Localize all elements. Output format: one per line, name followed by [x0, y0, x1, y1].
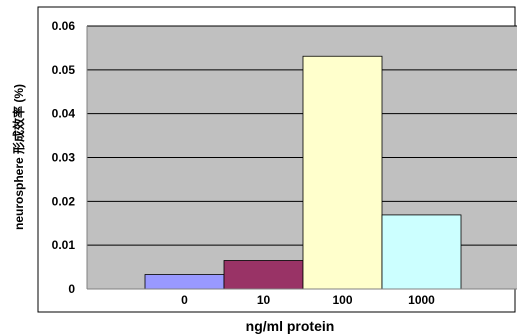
bar-0: [144, 274, 225, 290]
x-tick-label: 10: [257, 293, 271, 307]
y-tick-label: 0.01: [52, 238, 76, 252]
x-tick-labels: 0 10 100 1000: [181, 293, 435, 307]
x-tick-label: 100: [332, 293, 352, 307]
y-tick-label: 0.05: [52, 63, 76, 77]
x-axis-title: ng/ml protein: [246, 318, 335, 334]
gridlines: [87, 25, 517, 246]
y-tick-label: 0.03: [52, 151, 76, 165]
y-tick-labels: 0 0.01 0.02 0.03 0.04 0.05 0.06: [52, 19, 76, 296]
y-axis-title: neurosphere 形成效率 (%): [11, 84, 26, 230]
y-tick-label: 0.02: [52, 194, 76, 208]
bar-10: [223, 260, 304, 290]
bars: [144, 55, 462, 290]
x-tick-label: 0: [181, 293, 188, 307]
bar-100: [302, 55, 383, 290]
y-tick-label: 0.04: [52, 107, 76, 121]
bar-1000: [381, 214, 462, 290]
y-tick-label: 0: [68, 282, 75, 296]
y-tick-label: 0.06: [52, 19, 76, 33]
x-tick-label: 1000: [408, 293, 435, 307]
